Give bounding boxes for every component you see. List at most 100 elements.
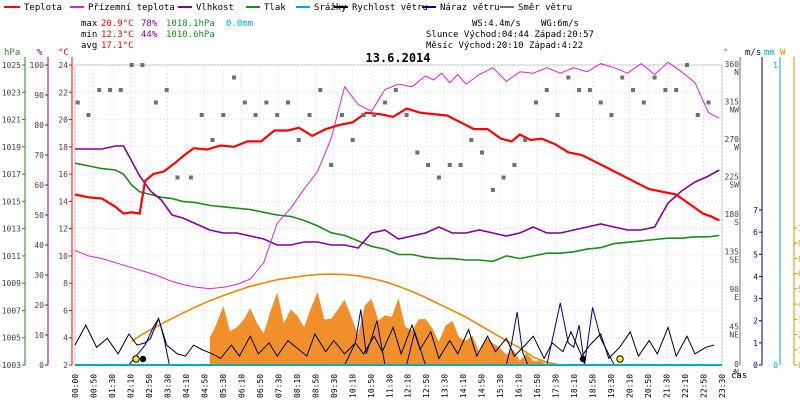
x-tick-label: 11:30 xyxy=(385,374,394,398)
wind-tick-label: 2 xyxy=(753,317,758,326)
wind-direction-point xyxy=(175,175,180,180)
wind-direction-point xyxy=(641,100,646,105)
direction-tick-label: 270 xyxy=(725,135,740,144)
direction-tick-label: SE xyxy=(729,256,739,265)
wind-direction-point xyxy=(253,113,258,117)
wind-direction-point xyxy=(350,138,355,142)
x-tick-label: 18:10 xyxy=(570,374,579,398)
stats-block: max 20.9°C 78% 1018.1hPa 0.0mm min 12.3°… xyxy=(81,19,253,51)
x-tick-label: 00:50 xyxy=(89,374,98,398)
direction-tick-label: E xyxy=(734,293,739,302)
direction-tick-label: 0 xyxy=(734,360,739,369)
wind-direction-point xyxy=(75,100,80,105)
direction-tick-label: N xyxy=(734,368,739,377)
x-tick-label: 16:50 xyxy=(533,374,542,398)
temperature-tick-label: 12 xyxy=(58,225,68,234)
wind-tick-label: 0 xyxy=(753,361,758,370)
sunrise-marker xyxy=(132,355,140,363)
x-tick-label: 15:30 xyxy=(496,374,505,398)
x-tick-label: 19:30 xyxy=(607,374,616,398)
wind-direction-point xyxy=(164,88,169,92)
ground-temperature-line xyxy=(74,61,720,290)
wind-direction-point xyxy=(436,175,441,180)
x-tick-label: 03:30 xyxy=(163,374,172,398)
direction-tick-label: 180 xyxy=(725,210,740,219)
temperature-tick-label: 22 xyxy=(58,88,68,97)
x-tick-label: 08:10 xyxy=(293,374,302,398)
humidity-tick-label: 40 xyxy=(34,241,44,250)
wind-direction-point xyxy=(383,100,388,105)
x-tick-label: 22:10 xyxy=(681,374,690,398)
wind-tick-label: 7 xyxy=(753,206,758,215)
temperature-tick-label: 10 xyxy=(58,252,68,261)
solar-tick-label: 348 xyxy=(798,315,800,324)
pressure-tick-label: 1011 xyxy=(2,252,21,261)
pressure-tick-label: 1019 xyxy=(2,143,21,152)
direction-tick-label: NW xyxy=(729,106,739,115)
legend: Teplota Přízemní teplota Vlhkost Tlak Sr… xyxy=(4,3,572,13)
direction-tick-label: 45 xyxy=(729,323,739,332)
humidity-tick-label: 80 xyxy=(34,121,44,130)
temperature-tick-label: 2 xyxy=(63,361,68,370)
x-tick-label: 20:10 xyxy=(626,374,635,398)
wind-direction-point xyxy=(264,100,269,105)
x-tick-label: 20:50 xyxy=(644,374,653,398)
x-tick-label: 05:30 xyxy=(219,374,228,398)
temperature-tick-label: 4 xyxy=(63,334,68,343)
x-tick-label: 02:50 xyxy=(145,374,154,398)
wind-direction-point xyxy=(361,113,366,117)
wind-direction-point xyxy=(108,88,113,92)
temperature-tick-label: 6 xyxy=(63,306,68,315)
solar-tick-label: 464 xyxy=(798,300,800,309)
legend-label-vlhkost: Vlhkost xyxy=(196,3,234,13)
unit-deg: °C xyxy=(58,48,69,58)
direction-tick-label: 90 xyxy=(729,285,739,294)
humidity-tick-label: 50 xyxy=(34,211,44,220)
wind-tick-label: 3 xyxy=(753,295,758,304)
legend-label-teplota: Teplota xyxy=(24,3,62,13)
temperature-tick-label: 18 xyxy=(58,143,68,152)
x-tick-labels: 00:00 00:50 01:30 02:10 02:50 03:30 04:10 04:50… xyxy=(71,374,727,398)
wind-direction-point xyxy=(684,63,689,67)
x-tick-label: 02:10 xyxy=(126,374,135,398)
unit-mm: mm xyxy=(764,48,775,58)
wind-direction-point xyxy=(555,113,560,117)
humidity-line xyxy=(75,145,720,249)
wind-direction-point xyxy=(674,88,679,92)
wind-direction-point xyxy=(512,163,517,167)
x-tick-label: 04:10 xyxy=(182,374,191,398)
temperature-tick-label: 14 xyxy=(58,197,68,206)
unit-ms: m/s xyxy=(745,48,761,58)
direction-tick-label: NE xyxy=(729,331,739,340)
x-tick-label: 12:10 xyxy=(404,374,413,398)
wind-direction-point xyxy=(97,88,102,92)
solar-tick-label: 232 xyxy=(798,331,800,340)
chart-axes: 1003100510071009101110131015101710191021… xyxy=(2,57,800,377)
x-tick-label: 06:50 xyxy=(256,374,265,398)
wind-tick-label: 5 xyxy=(753,250,758,259)
x-tick-label: 16:10 xyxy=(515,374,524,398)
temperature-tick-label: 16 xyxy=(58,170,68,179)
wind-direction-point xyxy=(129,63,134,67)
wind-direction-point xyxy=(153,100,158,105)
pressure-tick-label: 1005 xyxy=(2,334,21,343)
wind-direction-point xyxy=(285,100,290,105)
legend-label-smer: Směr větru xyxy=(518,3,572,13)
direction-tick-label: W xyxy=(734,143,739,152)
wind-direction-point xyxy=(523,138,528,142)
humidity-tick-label: 30 xyxy=(34,271,44,280)
info-moon: Měsíc Východ:20:10 Západ:4:22 xyxy=(426,41,583,51)
wind-direction-point xyxy=(469,138,474,142)
wind-direction-point xyxy=(242,100,247,105)
solar-tick-label: 116 xyxy=(798,346,800,355)
x-tick-label: 12:50 xyxy=(422,374,431,398)
humidity-tick-label: 60 xyxy=(34,181,44,190)
wind-direction-point xyxy=(577,88,582,92)
wind-tick-label: 6 xyxy=(753,228,758,237)
wind-direction-point xyxy=(501,175,506,180)
humidity-tick-label: 0 xyxy=(39,361,44,370)
wind-direction-point xyxy=(480,150,485,155)
x-tick-label: 10:10 xyxy=(348,374,357,398)
temperature-tick-label: 20 xyxy=(58,116,68,125)
